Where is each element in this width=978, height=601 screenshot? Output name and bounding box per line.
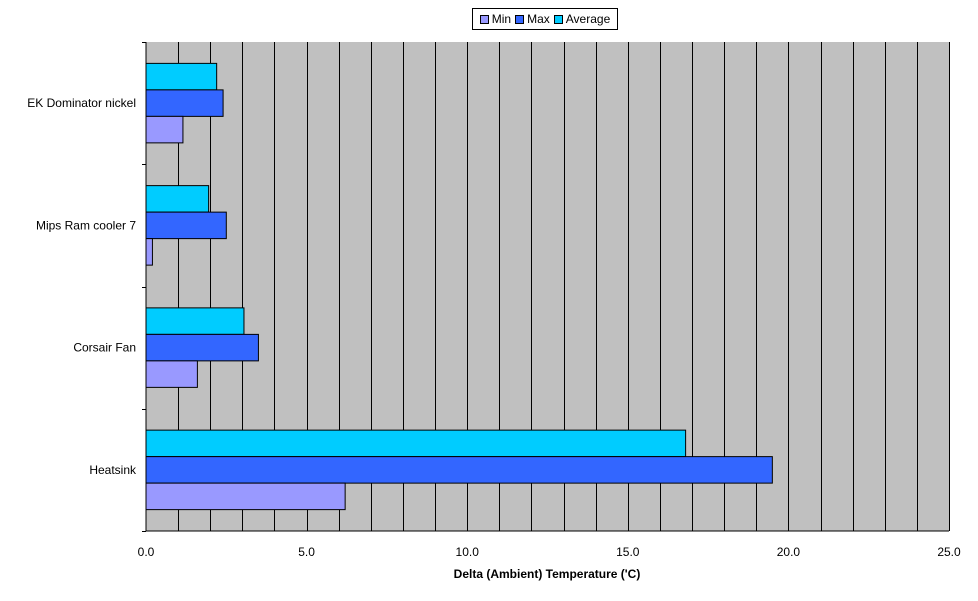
legend-item-max: Max: [515, 12, 550, 26]
bar-max: [145, 456, 773, 484]
category-labels: EK Dominator nickel Mips Ram cooler 7 Cors…: [27, 96, 137, 477]
bar-max: [145, 211, 227, 240]
x-axis-title: Delta (Ambient) Temperature ('C): [454, 567, 641, 581]
bar-average: [145, 429, 687, 458]
bar-average: [145, 185, 210, 213]
legend-swatch-min: [479, 14, 489, 24]
bar-average: [145, 307, 245, 335]
legend-label-min: Min: [491, 12, 512, 26]
bars: [145, 62, 773, 511]
bar-min: [145, 238, 153, 266]
category-label: Corsair Fan: [73, 341, 136, 355]
legend-item-average: Average: [553, 12, 611, 26]
bar-min: [145, 360, 198, 388]
x-tick-label: 25.0: [937, 545, 961, 559]
x-tick-labels: 0.0 5.0 10.0 15.0 20.0 25.0: [138, 545, 961, 559]
category-label: EK Dominator nickel: [27, 96, 136, 110]
x-tick-label: 0.0: [138, 545, 155, 559]
bar-min: [145, 115, 184, 144]
category-label: Heatsink: [89, 463, 137, 477]
x-tick-label: 15.0: [616, 545, 640, 559]
x-tick-label: 10.0: [456, 545, 480, 559]
legend-swatch-average: [553, 14, 563, 24]
legend-swatch-max: [515, 14, 525, 24]
category-label: Mips Ram cooler 7: [36, 218, 136, 232]
bar-max: [145, 89, 224, 117]
bar-min: [145, 482, 346, 511]
x-tick-label: 5.0: [298, 545, 315, 559]
y-axis-ticks: [142, 42, 146, 532]
bar-average: [145, 62, 218, 91]
legend: Min Max Average: [472, 8, 618, 30]
bar-max: [145, 333, 259, 362]
legend-item-min: Min: [479, 12, 512, 26]
legend-label-average: Average: [565, 12, 611, 26]
legend-label-max: Max: [527, 12, 550, 26]
x-tick-label: 20.0: [777, 545, 801, 559]
